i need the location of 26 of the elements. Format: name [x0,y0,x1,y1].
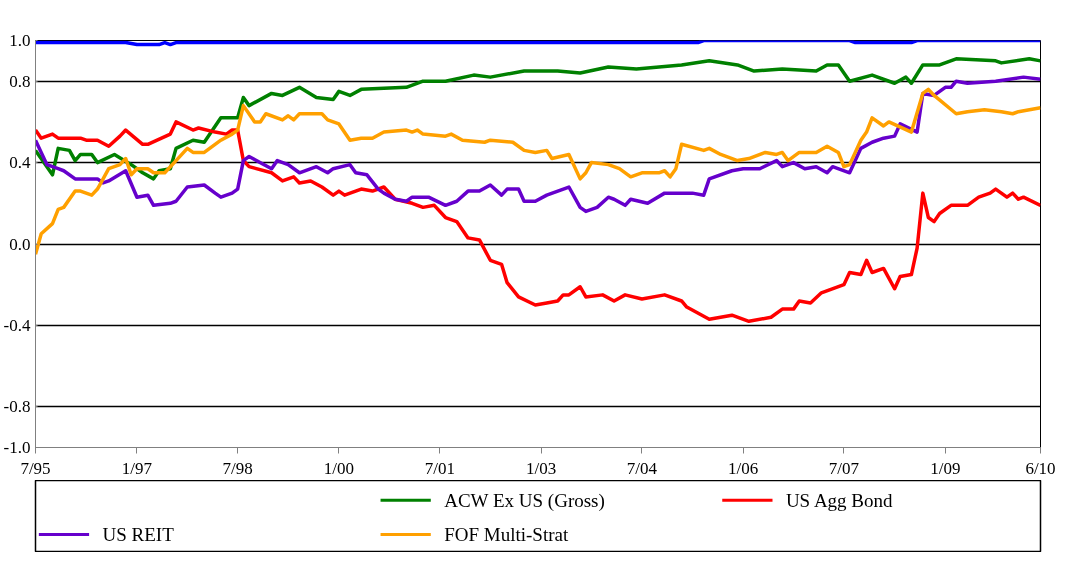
x-tick-label: 6/10 [1025,458,1056,478]
y-tick-label: 0.0 [9,234,31,254]
line-series [35,87,1041,256]
y-tick-label: -0.4 [3,315,31,335]
x-tick-label: 1/03 [525,458,557,478]
x-tick-label: 7/07 [828,458,860,478]
x-tick-label: 1/09 [930,458,961,478]
legend-label: US Agg Bond [785,489,894,511]
x-tick-label: 7/98 [222,458,253,478]
x-tick-label: 1/97 [121,458,153,478]
y-tick-label: 0.8 [9,71,31,91]
y-tick-label: 0.4 [9,153,31,173]
x-tick-label: 7/04 [626,458,658,478]
x-tick-label: 7/95 [20,458,51,478]
line-series [35,120,1041,324]
line-series [35,57,1041,181]
x-tick-label: 1/06 [728,458,759,478]
x-tick-label: 7/01 [424,458,455,478]
line-series [35,75,1041,214]
y-tick-label: 1.0 [9,31,31,50]
y-tick-label: -0.8 [3,397,31,417]
legend-label: ACW Ex US (Gross) [444,489,605,512]
x-tick-label: 1/00 [323,458,355,478]
legend-label: US REIT [102,524,175,545]
legend-label: FOF Multi-Strat [444,524,569,545]
y-tick-label: -1.0 [3,438,31,457]
